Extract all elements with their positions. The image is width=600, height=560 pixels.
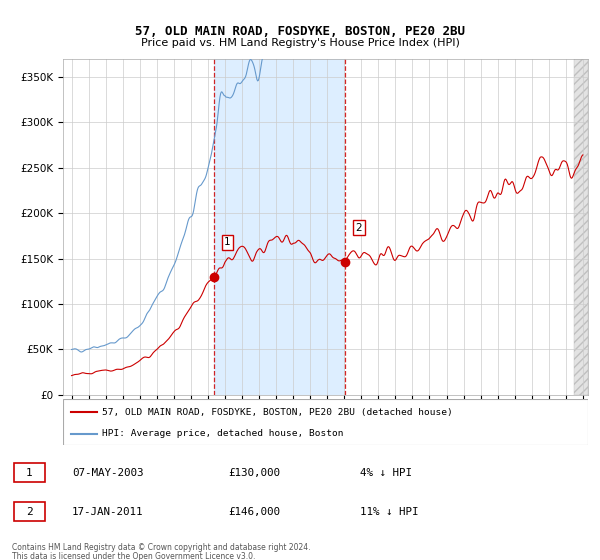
Text: 2: 2 [355, 223, 362, 233]
Text: 17-JAN-2011: 17-JAN-2011 [72, 507, 143, 517]
Text: 4% ↓ HPI: 4% ↓ HPI [360, 468, 412, 478]
Text: £146,000: £146,000 [228, 507, 280, 517]
Text: 1: 1 [224, 237, 231, 247]
Text: Price paid vs. HM Land Registry's House Price Index (HPI): Price paid vs. HM Land Registry's House … [140, 38, 460, 48]
Bar [574, 59, 588, 395]
Text: £130,000: £130,000 [228, 468, 280, 478]
Text: 2: 2 [26, 507, 33, 517]
Text: 57, OLD MAIN ROAD, FOSDYKE, BOSTON, PE20 2BU: 57, OLD MAIN ROAD, FOSDYKE, BOSTON, PE20… [135, 25, 465, 38]
Text: 07-MAY-2003: 07-MAY-2003 [72, 468, 143, 478]
Text: 1: 1 [26, 468, 33, 478]
Text: 11% ↓ HPI: 11% ↓ HPI [360, 507, 419, 517]
Text: HPI: Average price, detached house, Boston: HPI: Average price, detached house, Bost… [103, 429, 344, 438]
Bar [214, 59, 345, 395]
Text: Contains HM Land Registry data © Crown copyright and database right 2024.: Contains HM Land Registry data © Crown c… [12, 543, 311, 552]
Text: This data is licensed under the Open Government Licence v3.0.: This data is licensed under the Open Gov… [12, 552, 256, 560]
Text: 57, OLD MAIN ROAD, FOSDYKE, BOSTON, PE20 2BU (detached house): 57, OLD MAIN ROAD, FOSDYKE, BOSTON, PE20… [103, 408, 453, 417]
